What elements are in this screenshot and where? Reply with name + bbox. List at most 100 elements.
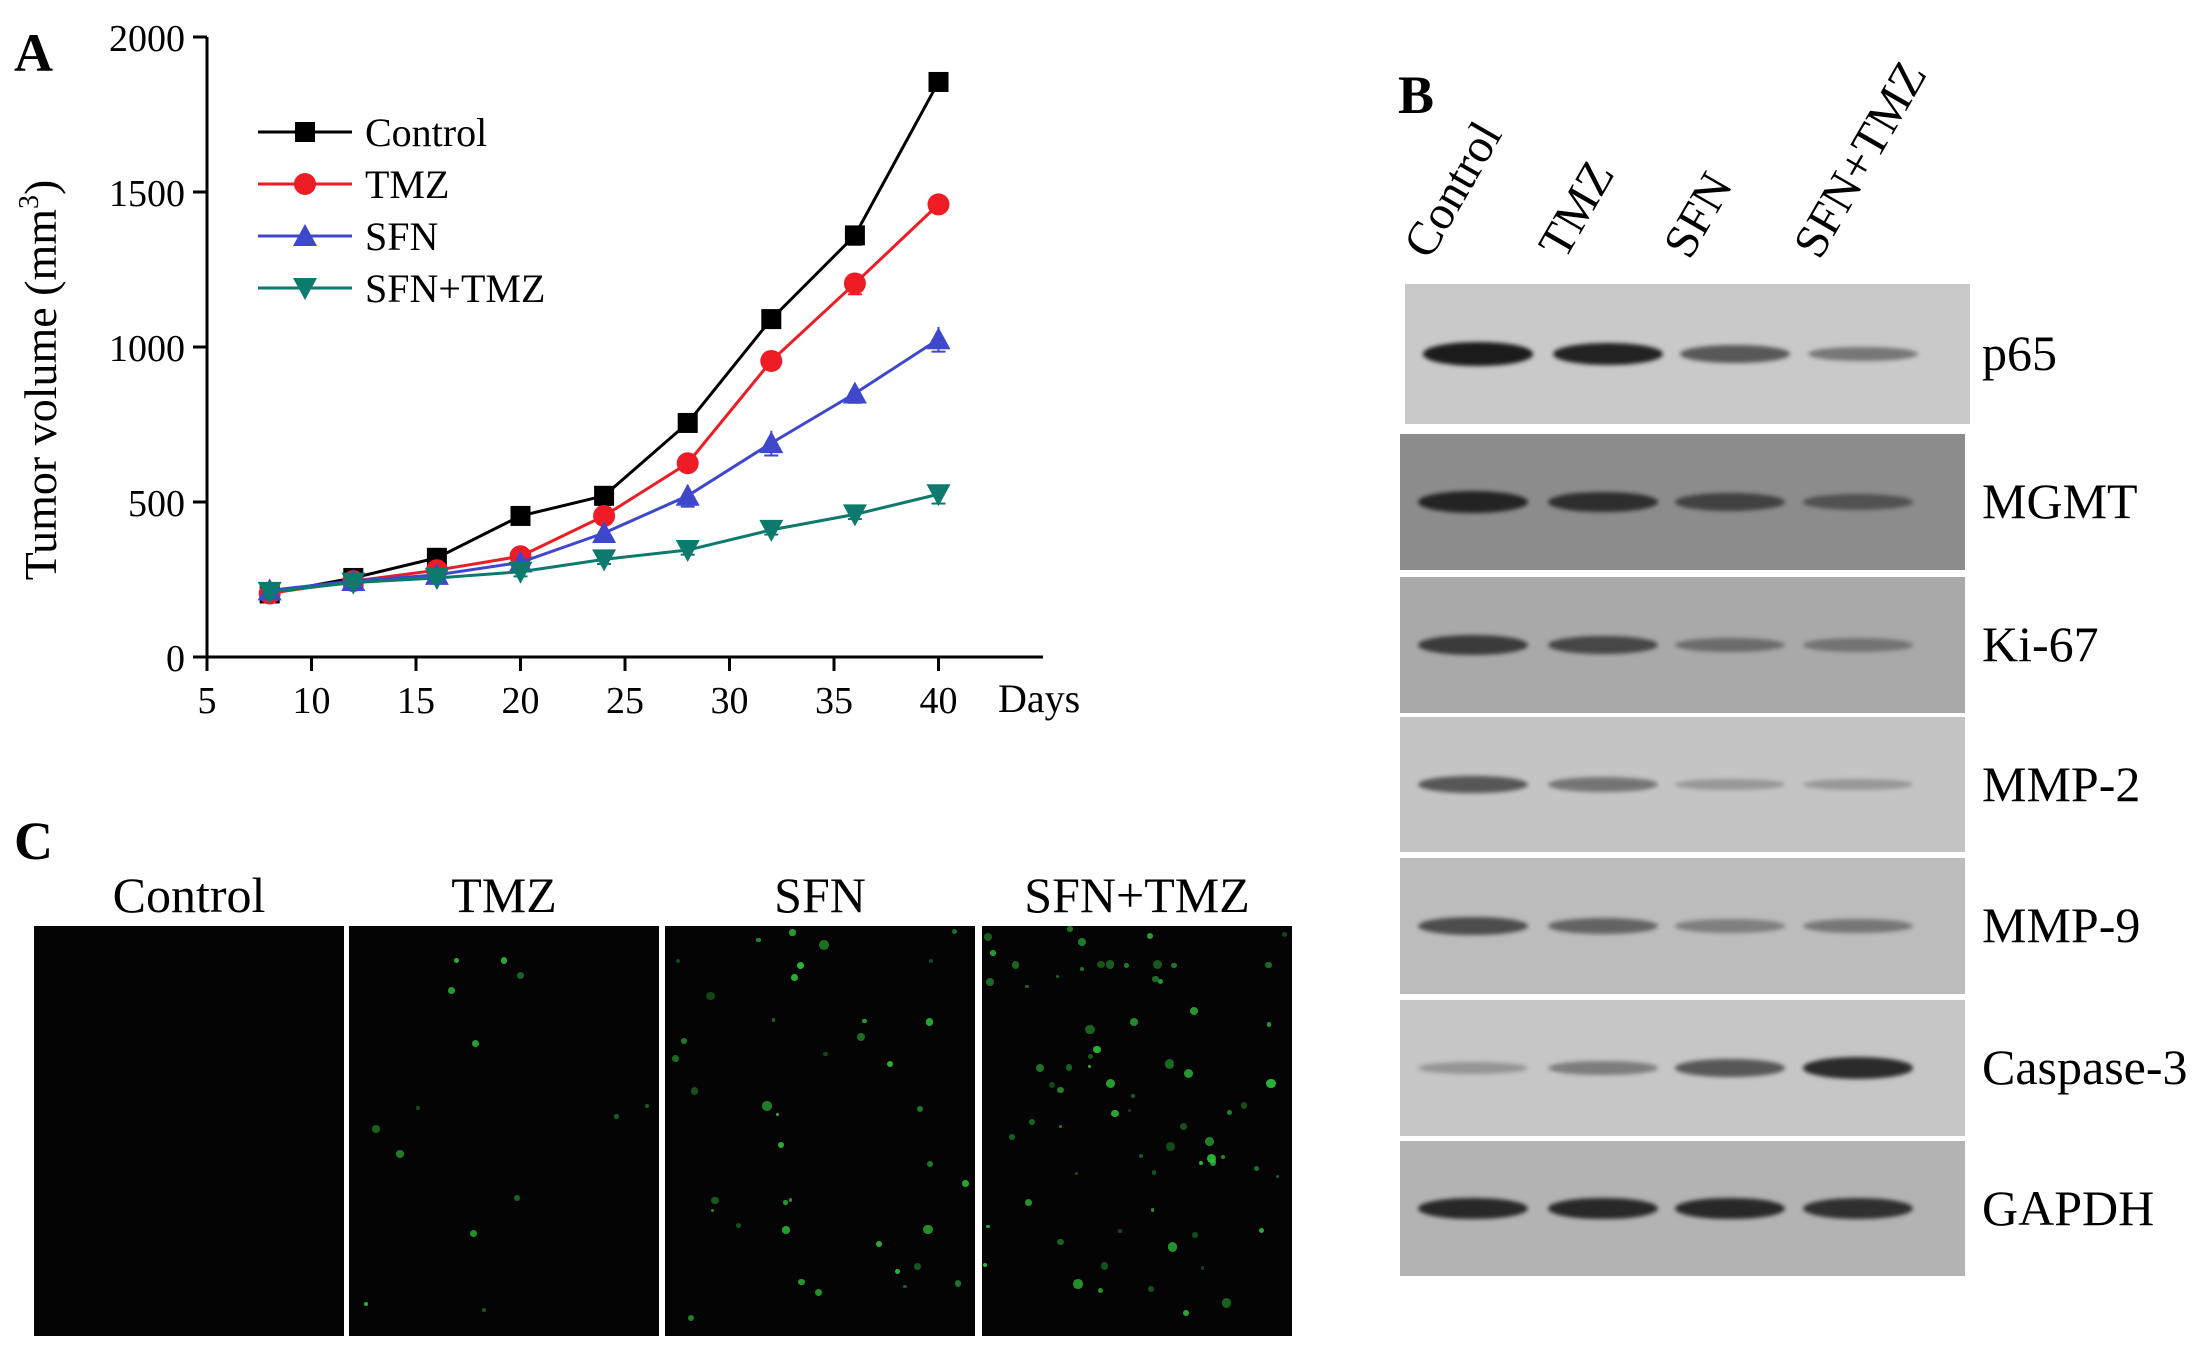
blot-band xyxy=(1803,918,1913,934)
fluorescent-cell xyxy=(961,1180,969,1187)
fluorescent-cell xyxy=(923,1224,933,1235)
legend-entry: Control xyxy=(258,110,487,155)
fluorescent-cell xyxy=(1227,1110,1233,1116)
fluorescent-cell xyxy=(1093,1045,1101,1053)
fluorescent-cell xyxy=(929,959,933,963)
fluorescent-cell xyxy=(1266,1078,1276,1089)
protein-label: GAPDH xyxy=(1982,1179,2155,1236)
legend-label: SFN+TMZ xyxy=(365,266,545,311)
data-point xyxy=(592,521,617,543)
blot-band xyxy=(1675,1059,1785,1077)
fluorescent-cell xyxy=(1011,961,1020,969)
micrograph-title: SFN xyxy=(774,867,866,923)
legend-entry: TMZ xyxy=(258,162,449,207)
blot-band xyxy=(1675,778,1785,791)
fluorescent-cell xyxy=(1035,1063,1045,1073)
y-axis-label: Tumor volume (mm3) xyxy=(14,180,66,581)
data-point xyxy=(927,193,950,216)
fluorescent-cell xyxy=(1080,966,1085,971)
fluorescent-cell xyxy=(814,1288,823,1297)
blot-band xyxy=(1418,491,1528,513)
x-tick-label: 40 xyxy=(920,680,958,722)
micrograph-sfn xyxy=(665,926,975,1336)
protein-label: Ki-67 xyxy=(1982,616,2099,672)
fluorescent-cell xyxy=(1065,1064,1073,1071)
lane-label: SFN+TMZ xyxy=(1783,52,1938,267)
fluorescent-cell xyxy=(862,1019,867,1024)
fluorescent-cell xyxy=(1025,1198,1033,1206)
fluorescent-cell xyxy=(990,950,996,956)
protein-label: MMP-2 xyxy=(1982,755,2141,812)
fluorescent-cell xyxy=(1130,1093,1135,1098)
blot-band xyxy=(1680,345,1790,363)
fluorescent-cell xyxy=(756,937,761,943)
protein-label: Caspase-3 xyxy=(1982,1039,2188,1095)
y-tick-label: 0 xyxy=(166,638,185,680)
fluorescent-cell xyxy=(1059,1124,1063,1129)
fluorescent-cell xyxy=(782,1226,790,1234)
x-tick-label: 10 xyxy=(293,680,331,722)
fluorescent-cell xyxy=(1199,1161,1204,1166)
fluorescent-cell xyxy=(1164,1059,1175,1070)
data-point xyxy=(928,71,949,92)
fluorescent-cell xyxy=(1028,1119,1036,1126)
fluorescent-cell xyxy=(1264,961,1272,969)
data-point xyxy=(761,309,782,330)
blot-row-ki-67 xyxy=(1400,577,1965,713)
y-tick-label: 2000 xyxy=(109,18,185,60)
fluorescent-cell xyxy=(982,1262,988,1267)
fluorescent-cell xyxy=(1254,1165,1260,1171)
data-point xyxy=(508,561,533,584)
data-point xyxy=(675,540,700,563)
fluorescent-cell xyxy=(775,1112,780,1117)
fluorescent-cell xyxy=(1111,1110,1119,1118)
fluorescent-cell xyxy=(1106,1079,1116,1089)
fluorescent-cell xyxy=(789,929,796,936)
fluorescent-cell xyxy=(1183,1310,1190,1317)
chart-series xyxy=(257,71,951,605)
blot-band xyxy=(1803,1057,1913,1079)
panel-a-label: A xyxy=(14,23,53,83)
fluorescent-cell xyxy=(1048,1082,1055,1088)
fluorescent-cell xyxy=(823,1051,828,1057)
fluorescent-cell xyxy=(448,987,455,995)
fluorescent-cell xyxy=(916,1106,923,1113)
fluorescent-cell xyxy=(1151,1208,1155,1212)
blot-band xyxy=(1548,491,1658,513)
fluorescent-cell xyxy=(762,1101,773,1111)
fluorescent-cell xyxy=(894,1269,900,1275)
blot-band xyxy=(1548,1197,1658,1220)
tumor-volume-chart: 0 500 1000 1500 2000 5 10 15 20 25 30 35 40 Control T… xyxy=(14,18,1080,722)
data-point xyxy=(844,225,865,246)
fluorescent-cell xyxy=(1085,1025,1095,1035)
fluorescent-cell xyxy=(672,1055,680,1063)
data-point xyxy=(677,412,698,433)
fluorescent-cell xyxy=(711,1196,719,1205)
fluorescent-cell xyxy=(1057,1238,1064,1245)
legend-marker xyxy=(293,278,317,300)
blot-band xyxy=(1418,1197,1528,1220)
y-tick-label: 1000 xyxy=(109,328,185,370)
blot-band xyxy=(1418,635,1528,655)
fluorescent-cell xyxy=(791,974,799,981)
fluorescent-cell xyxy=(1073,1279,1083,1289)
fluorescent-cell xyxy=(914,1263,921,1271)
fluorescent-cell xyxy=(1146,932,1153,939)
x-tick-label: 35 xyxy=(815,680,853,722)
fluorescent-cell xyxy=(1204,1136,1214,1146)
data-point xyxy=(257,581,282,604)
fluorescent-cell xyxy=(1077,937,1087,946)
micrograph-tmz xyxy=(349,926,659,1336)
fluorescent-cell xyxy=(644,1104,649,1109)
fluorescent-cell xyxy=(1097,1288,1103,1294)
fluorescent-cell xyxy=(955,1280,962,1287)
fluorescent-cell xyxy=(1266,1022,1272,1027)
blot-row-p65 xyxy=(1405,284,1970,424)
fluorescent-cell xyxy=(1192,1232,1199,1239)
fluorescent-cell xyxy=(371,1125,380,1133)
x-tick-label: 5 xyxy=(198,680,217,722)
data-point xyxy=(759,431,784,454)
legend-entry: SFN+TMZ xyxy=(258,266,545,311)
legend-label: SFN xyxy=(365,214,438,259)
data-point xyxy=(510,505,531,526)
